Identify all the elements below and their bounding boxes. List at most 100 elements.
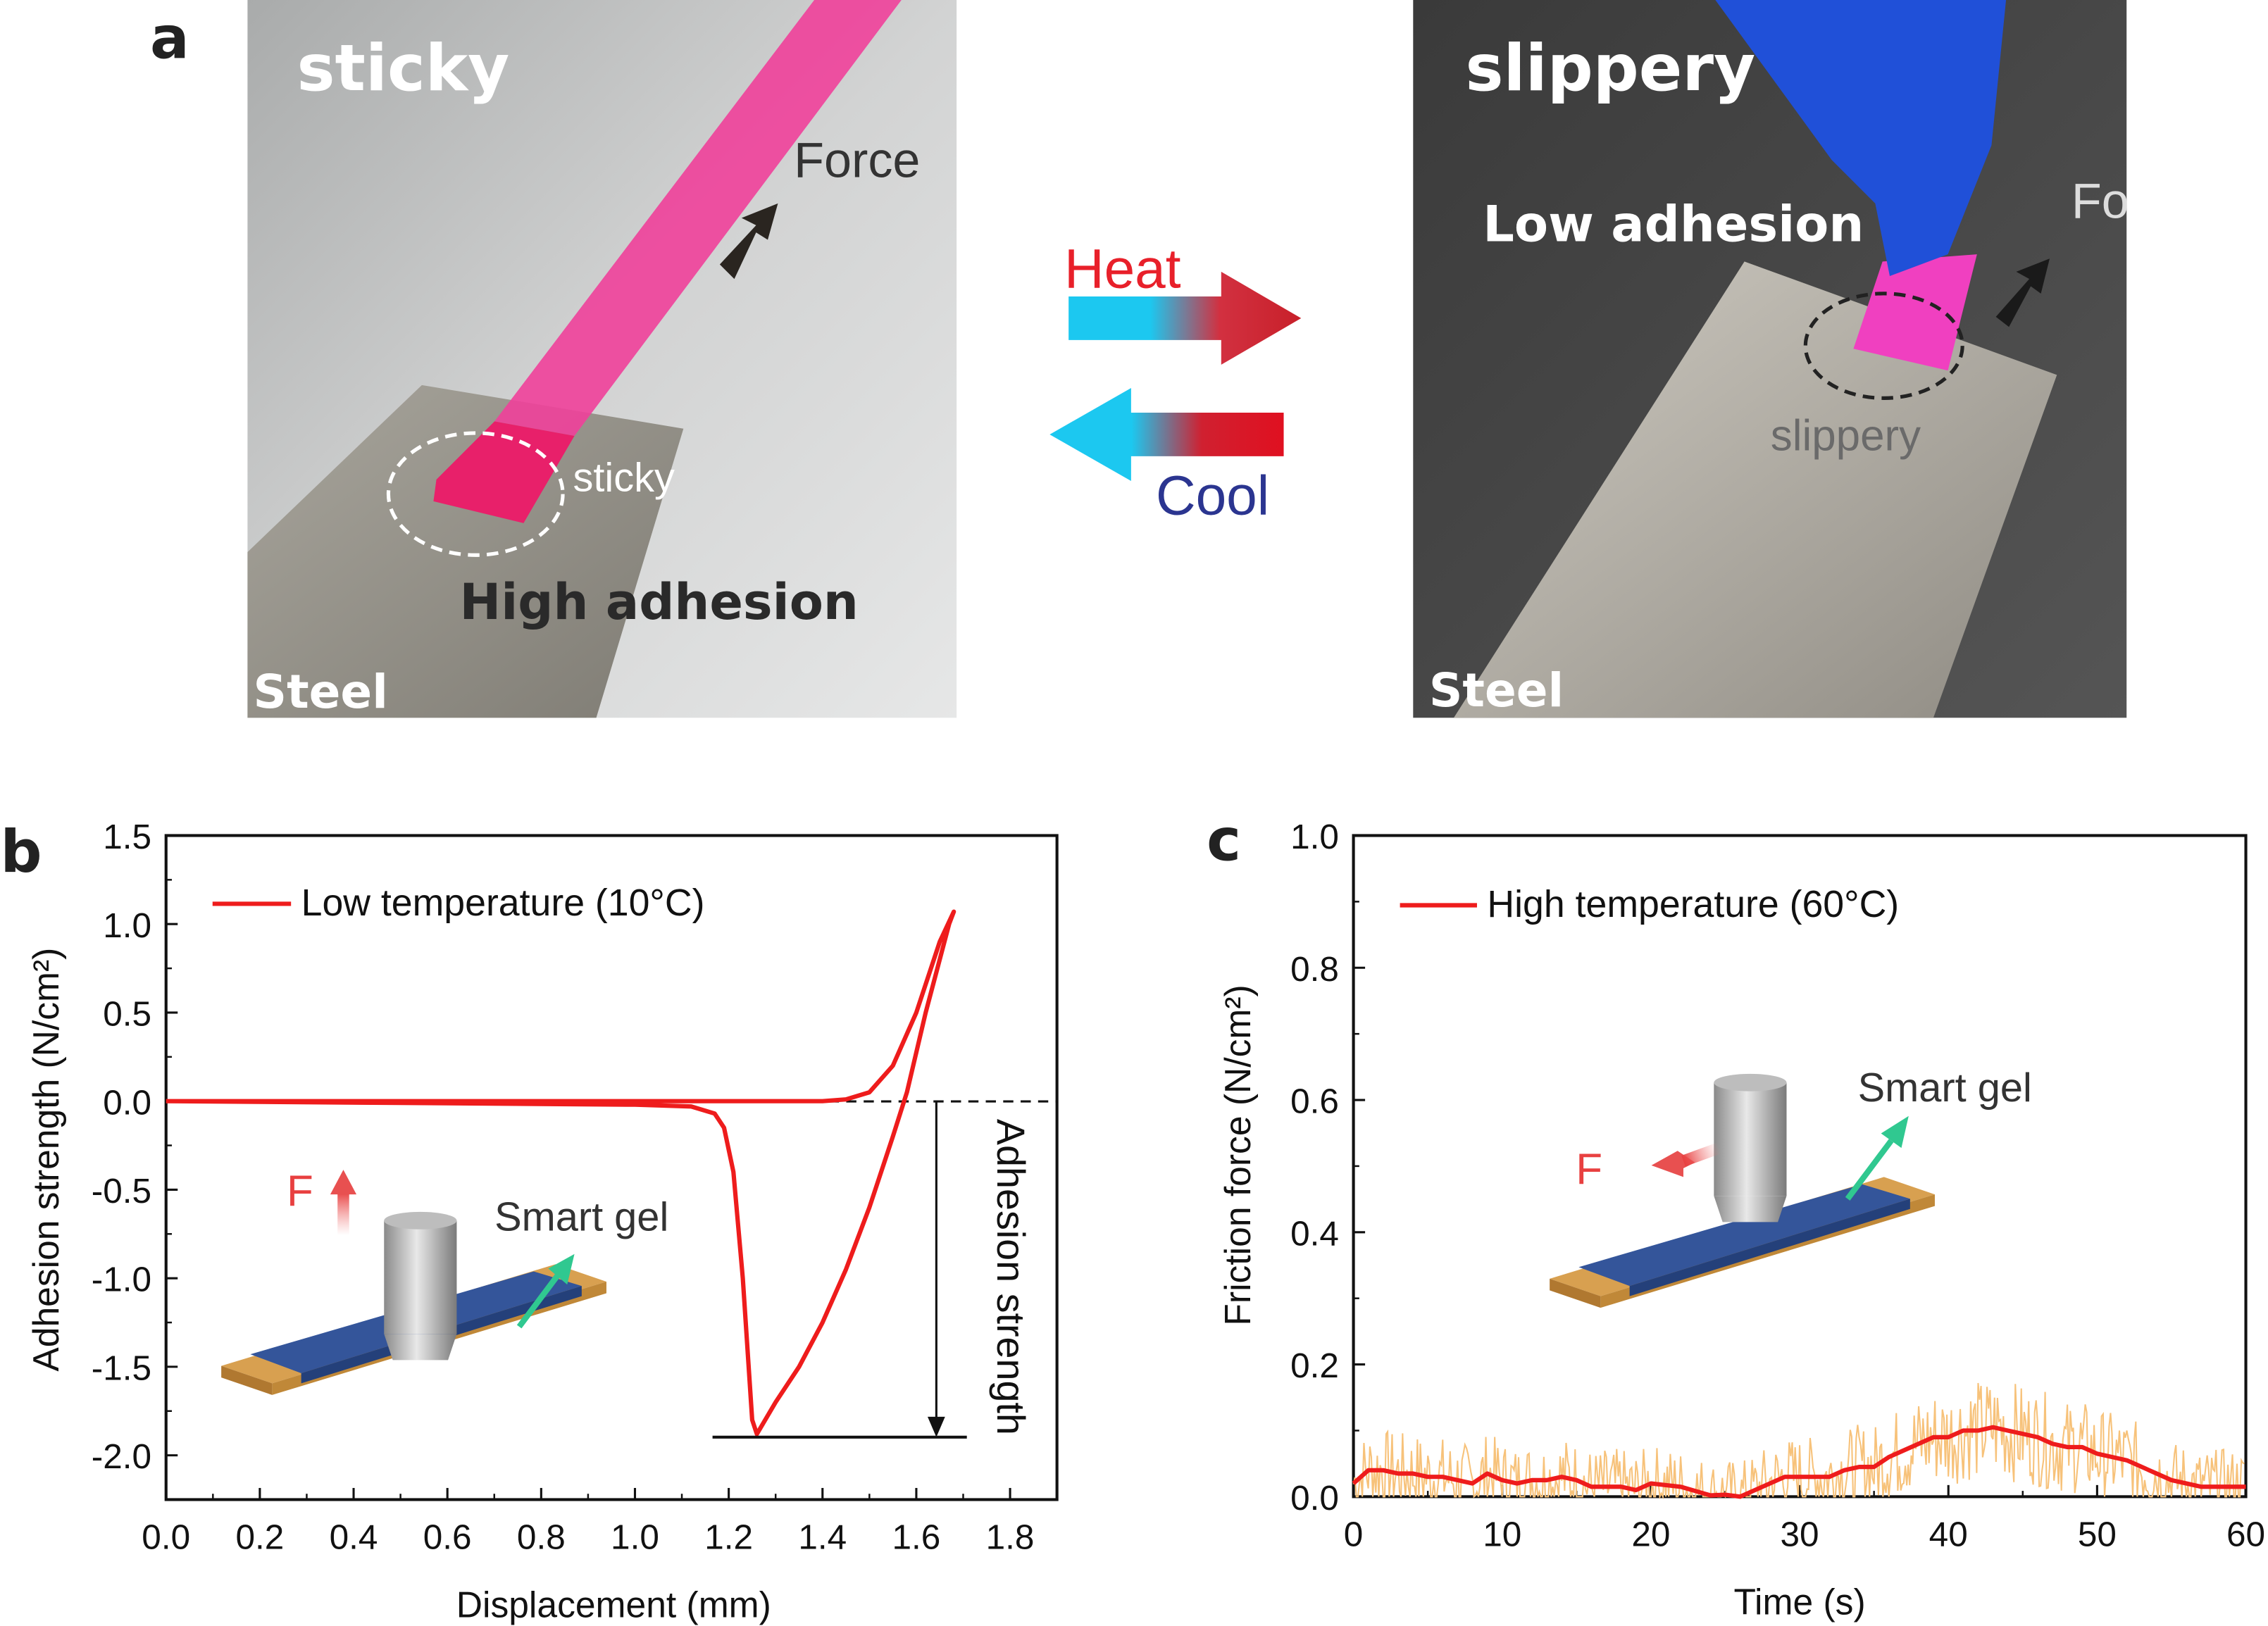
x-tick-label: 0.2: [235, 1518, 284, 1557]
gel-pad: [433, 421, 575, 523]
x-tick-label: 0.4: [330, 1518, 378, 1557]
inset-material-label: Smart gel: [494, 1195, 668, 1240]
smart-gel-layer: [1578, 1184, 1910, 1287]
probe-cylinder: [384, 1220, 457, 1334]
gel-arrow-icon: [516, 1272, 561, 1329]
inset-friction-schematic: F Smart gel: [1550, 1065, 2032, 1308]
force-label: Force: [794, 132, 920, 188]
photo-sticky: sticky Force sticky High adhesion Steel: [247, 0, 957, 718]
x-tick-label: 0.8: [517, 1518, 566, 1557]
force-label: Force: [2071, 173, 2198, 229]
x-axis-label: Displacement (mm): [456, 1584, 771, 1625]
probe-cylinder: [1714, 1082, 1787, 1196]
chart-c: c 0 10 20 30 40 50 60 1.0 0.8 0.6 0.4 0.2 0.0 F Smart…: [1207, 807, 2265, 1622]
y-tick-label: -2.0: [92, 1437, 151, 1476]
x-tick-label: 50: [2078, 1515, 2117, 1554]
base-plate-edge: [221, 1365, 273, 1395]
transition-arrows: Heat Cool: [1049, 238, 1302, 526]
panel-label-b: b: [1, 818, 42, 886]
x-tick-label: 60: [2226, 1515, 2265, 1554]
y-axis-label: Adhesion strength (N/cm²): [25, 948, 66, 1372]
series-line: [166, 909, 957, 1437]
force-label: F: [287, 1168, 313, 1216]
legend-label: Low temperature (10°C): [301, 882, 705, 924]
gel-strip: [494, 0, 902, 437]
legend-label: High temperature (60°C): [1487, 883, 1899, 925]
plot-frame: [1352, 834, 2248, 1499]
probe-top: [1714, 1073, 1787, 1092]
cool-arrow-icon: [1049, 387, 1284, 482]
y-tick-label: -1.0: [92, 1261, 151, 1299]
x-axis-label: Time (s): [1733, 1581, 1865, 1622]
gel-pad: [1853, 254, 1977, 371]
force-arrow-icon: [719, 203, 778, 280]
caption: High adhesion: [460, 573, 859, 631]
force-arrow-icon: [1681, 1142, 1721, 1167]
y-tick-label: 0.2: [1290, 1346, 1339, 1385]
y-tick-label: 1.0: [103, 906, 151, 945]
x-tick-label: 40: [1929, 1515, 1968, 1554]
photo-slippery: slippery Low adhesion Force slippery Ste…: [1413, 0, 2198, 718]
ticks: 0 10 20 30 40 50 60 1.0 0.8 0.6 0.4 0.2 0.0: [1290, 818, 2265, 1553]
y-tick-label: 0.0: [103, 1083, 151, 1122]
dashed-circle: [1803, 292, 1964, 400]
x-tick-label: 10: [1483, 1515, 1521, 1554]
smart-gel-edge: [1629, 1199, 1910, 1296]
chart-b: b 0.0 0.2 0.4 0.6 0.8 1.0 1.2 1.4 1.6 1.81.51.00.…: [1, 818, 1059, 1625]
y-tick-label: 0.5: [103, 995, 151, 1034]
photo-title: sticky: [297, 32, 509, 106]
x-tick-label: 1.2: [704, 1518, 753, 1557]
x-tick-label: 20: [1631, 1515, 1670, 1554]
caption: Low adhesion: [1483, 196, 1864, 254]
probe-top: [384, 1211, 457, 1230]
y-tick-label: 0.0: [1290, 1479, 1339, 1518]
force-arrow-head-icon: [330, 1170, 357, 1195]
cool-label: Cool: [1156, 464, 1269, 526]
inset-material-label: Smart gel: [1858, 1065, 2032, 1111]
x-tick-label: 1.4: [798, 1518, 847, 1557]
x-tick-label: 1.6: [892, 1518, 940, 1557]
series-layer: [1352, 1382, 2246, 1500]
gel-arrow-head-icon: [1881, 1115, 1909, 1149]
y-tick-label: 0.6: [1290, 1082, 1339, 1121]
panel-label-c: c: [1207, 807, 1241, 875]
x-tick-label: 1.0: [611, 1518, 659, 1557]
y-tick-label: 1.0: [1290, 818, 1339, 856]
force-arrow-icon: [337, 1192, 349, 1235]
gel-arrow-head-icon: [548, 1253, 575, 1285]
x-tick-label: 0.6: [423, 1518, 472, 1557]
y-tick-label: -1.5: [92, 1349, 151, 1387]
y-tick-label: 0.8: [1290, 950, 1339, 989]
panel-label-a: a: [150, 5, 189, 73]
x-tick-label: 0.0: [142, 1518, 190, 1557]
series-layer: [166, 909, 957, 1437]
heat-arrow-icon: [1068, 271, 1302, 365]
y-axis-label: Friction force (N/cm²): [1217, 984, 1258, 1325]
y-tick-label: -0.5: [92, 1172, 151, 1211]
steel-plate: [1453, 261, 2057, 718]
inset-adhesion-schematic: F Smart gel: [221, 1168, 668, 1395]
steel-plate: [247, 384, 684, 718]
x-tick-label: 0: [1344, 1515, 1364, 1554]
probe-tip: [384, 1334, 457, 1361]
arrow-head-icon: [927, 1416, 945, 1437]
raw-signal-line: [1352, 1382, 2245, 1500]
spot-label: sticky: [573, 455, 675, 500]
force-arrow-icon: [1995, 258, 2050, 327]
dashed-circle: [386, 431, 565, 557]
photo-title: slippery: [1465, 32, 1755, 106]
probe-tip: [1714, 1196, 1787, 1222]
x-tick-label: 1.8: [986, 1518, 1035, 1557]
y-tick-label: 0.4: [1290, 1214, 1339, 1253]
series-line: [1352, 1425, 2246, 1499]
force-label: F: [1576, 1146, 1602, 1194]
x-tick-label: 30: [1781, 1515, 1819, 1554]
substrate-label: Steel: [1429, 663, 1564, 718]
y-tick-label: 1.5: [103, 818, 151, 856]
gloved-hand: [1715, 0, 2007, 277]
annotation: Adhesion strength: [989, 1119, 1033, 1435]
base-plate-edge: [1550, 1278, 1601, 1308]
ticks: 0.0 0.2 0.4 0.6 0.8 1.0 1.2 1.4 1.6 1.8 1.5 1.0 0.5 0…: [92, 818, 1035, 1557]
heat-label: Heat: [1064, 238, 1181, 300]
